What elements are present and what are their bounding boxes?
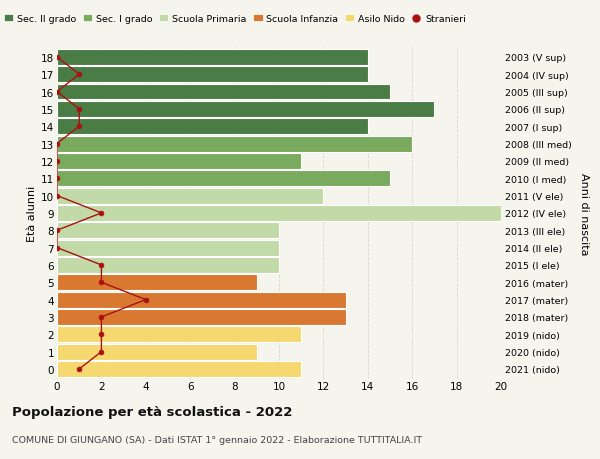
- Bar: [57, 344, 257, 360]
- Bar: [57, 240, 279, 256]
- Bar: [57, 274, 257, 291]
- Bar: [57, 171, 390, 187]
- Bar: [57, 257, 279, 273]
- Bar: [57, 327, 301, 342]
- Bar: [57, 292, 346, 308]
- Bar: [57, 119, 368, 135]
- Bar: [57, 84, 390, 100]
- Bar: [57, 361, 301, 377]
- Bar: [57, 50, 368, 66]
- Text: Popolazione per età scolastica - 2022: Popolazione per età scolastica - 2022: [12, 405, 292, 419]
- Bar: [57, 223, 279, 239]
- Bar: [57, 101, 434, 118]
- Y-axis label: Età alunni: Età alunni: [27, 185, 37, 241]
- Bar: [57, 67, 368, 83]
- Bar: [57, 136, 412, 152]
- Bar: [57, 206, 501, 221]
- Text: COMUNE DI GIUNGANO (SA) - Dati ISTAT 1° gennaio 2022 - Elaborazione TUTTITALIA.I: COMUNE DI GIUNGANO (SA) - Dati ISTAT 1° …: [12, 435, 422, 443]
- Bar: [57, 309, 346, 325]
- Bar: [57, 154, 301, 169]
- Y-axis label: Anni di nascita: Anni di nascita: [579, 172, 589, 255]
- Bar: [57, 188, 323, 204]
- Legend: Sec. II grado, Sec. I grado, Scuola Primaria, Scuola Infanzia, Asilo Nido, Stran: Sec. II grado, Sec. I grado, Scuola Prim…: [4, 15, 466, 24]
